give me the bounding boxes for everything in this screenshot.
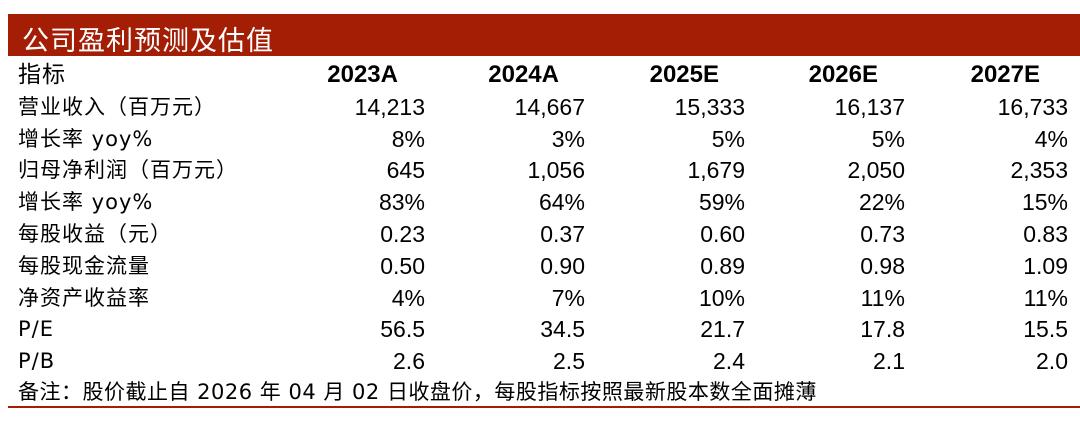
cell-value: 8% xyxy=(391,125,425,152)
table-row: 归母净利润（百万元） 645 1,056 1,679 2,050 2,353 xyxy=(8,154,1080,186)
cell-value: 3% xyxy=(551,125,585,152)
cell-value: 2.5 xyxy=(553,348,585,375)
cell-value: 4% xyxy=(391,284,425,311)
bottom-rule xyxy=(8,406,1080,408)
column-header: 2026E xyxy=(808,61,878,88)
cell-value: 645 xyxy=(386,157,425,184)
cell-value: 4% xyxy=(1034,125,1068,152)
column-header: 2023A xyxy=(327,61,398,88)
cell-value: 22% xyxy=(858,189,905,216)
cell-value: 5% xyxy=(871,125,905,152)
header-row: 指标 2023A 2024A 2025E 2026E 2027E xyxy=(8,59,1080,91)
cell-value: 0.98 xyxy=(860,252,905,279)
cell-value: 0.37 xyxy=(540,221,585,247)
cell-value: 2.6 xyxy=(393,348,425,375)
table-row: 每股收益（元） 0.23 0.37 0.60 0.73 0.83 xyxy=(8,218,1080,250)
cell-value: 64% xyxy=(538,189,585,216)
cell-value: 0.89 xyxy=(700,252,745,279)
cell-value: 17.8 xyxy=(860,316,905,343)
row-label: 每股收益（元） xyxy=(18,222,172,246)
cell-value: 0.50 xyxy=(380,252,425,279)
cell-value: 2.4 xyxy=(713,348,745,375)
column-header: 2025E xyxy=(649,61,719,88)
cell-value: 10% xyxy=(698,284,745,311)
cell-value: 83% xyxy=(378,189,425,216)
cell-value: 5% xyxy=(711,125,745,152)
table-row: 每股现金流量 0.50 0.90 0.89 0.98 1.09 xyxy=(8,250,1080,282)
cell-value: 2,050 xyxy=(847,157,905,184)
table-row: P/E 56.5 34.5 21.7 17.8 15.5 xyxy=(8,313,1080,345)
cell-value: 16,733 xyxy=(997,93,1068,120)
cell-value: 1,056 xyxy=(527,157,585,184)
cell-value: 14,213 xyxy=(354,93,425,120)
title-bar: 公司盈利预测及估值 xyxy=(8,14,1080,57)
cell-value: 0.60 xyxy=(700,221,745,247)
row-label: P/E xyxy=(18,317,55,342)
cell-value: 34.5 xyxy=(540,316,585,343)
table-row: 净资产收益率 4% 7% 10% 11% 11% xyxy=(8,282,1080,314)
cell-value: 0.83 xyxy=(1023,221,1068,247)
column-header: 指标 xyxy=(18,62,66,88)
cell-value: 15% xyxy=(1021,189,1068,216)
column-header: 2027E xyxy=(970,61,1040,88)
cell-value: 1,679 xyxy=(687,157,745,184)
table-row: 增长率 yoy% 8% 3% 5% 5% 4% xyxy=(8,123,1080,155)
row-label: 净资产收益率 xyxy=(18,285,150,310)
row-label: P/B xyxy=(18,349,56,374)
cell-value: 7% xyxy=(551,284,585,311)
table-row: P/B 2.6 2.5 2.4 2.1 2.0 xyxy=(8,345,1080,377)
table-note: 备注：股价截止自 2026 年 04 月 02 日收盘价，每股指标按照最新股本数… xyxy=(18,380,817,404)
cell-value: 2.1 xyxy=(873,348,905,375)
table-title: 公司盈利预测及估值 xyxy=(22,26,274,57)
row-label: 增长率 yoy% xyxy=(18,190,154,215)
cell-value: 0.23 xyxy=(380,221,425,247)
cell-value: 15.5 xyxy=(1023,316,1068,343)
row-label: 营业收入（百万元） xyxy=(18,94,216,119)
row-label: 每股现金流量 xyxy=(18,253,150,278)
cell-value: 11% xyxy=(860,284,905,311)
cell-value: 2,353 xyxy=(1010,157,1068,184)
cell-value: 59% xyxy=(698,189,745,216)
cell-value: 15,333 xyxy=(674,93,745,120)
cell-value: 1.09 xyxy=(1023,252,1068,279)
cell-value: 21.7 xyxy=(700,316,745,343)
cell-value: 14,667 xyxy=(514,93,585,120)
row-label: 增长率 yoy% xyxy=(18,126,154,151)
table-row: 营业收入（百万元） 14,213 14,667 15,333 16,137 16,733 xyxy=(8,91,1080,123)
table-row: 增长率 yoy% 83% 64% 59% 22% 15% xyxy=(8,186,1080,218)
row-label: 归母净利润（百万元） xyxy=(18,158,238,183)
cell-value: 0.73 xyxy=(860,221,905,247)
cell-value: 11% xyxy=(1023,284,1068,311)
cell-value: 16,137 xyxy=(834,93,905,120)
cell-value: 2.0 xyxy=(1036,348,1068,375)
column-header: 2024A xyxy=(488,61,559,88)
cell-value: 0.90 xyxy=(540,252,585,279)
cell-value: 56.5 xyxy=(380,316,425,343)
